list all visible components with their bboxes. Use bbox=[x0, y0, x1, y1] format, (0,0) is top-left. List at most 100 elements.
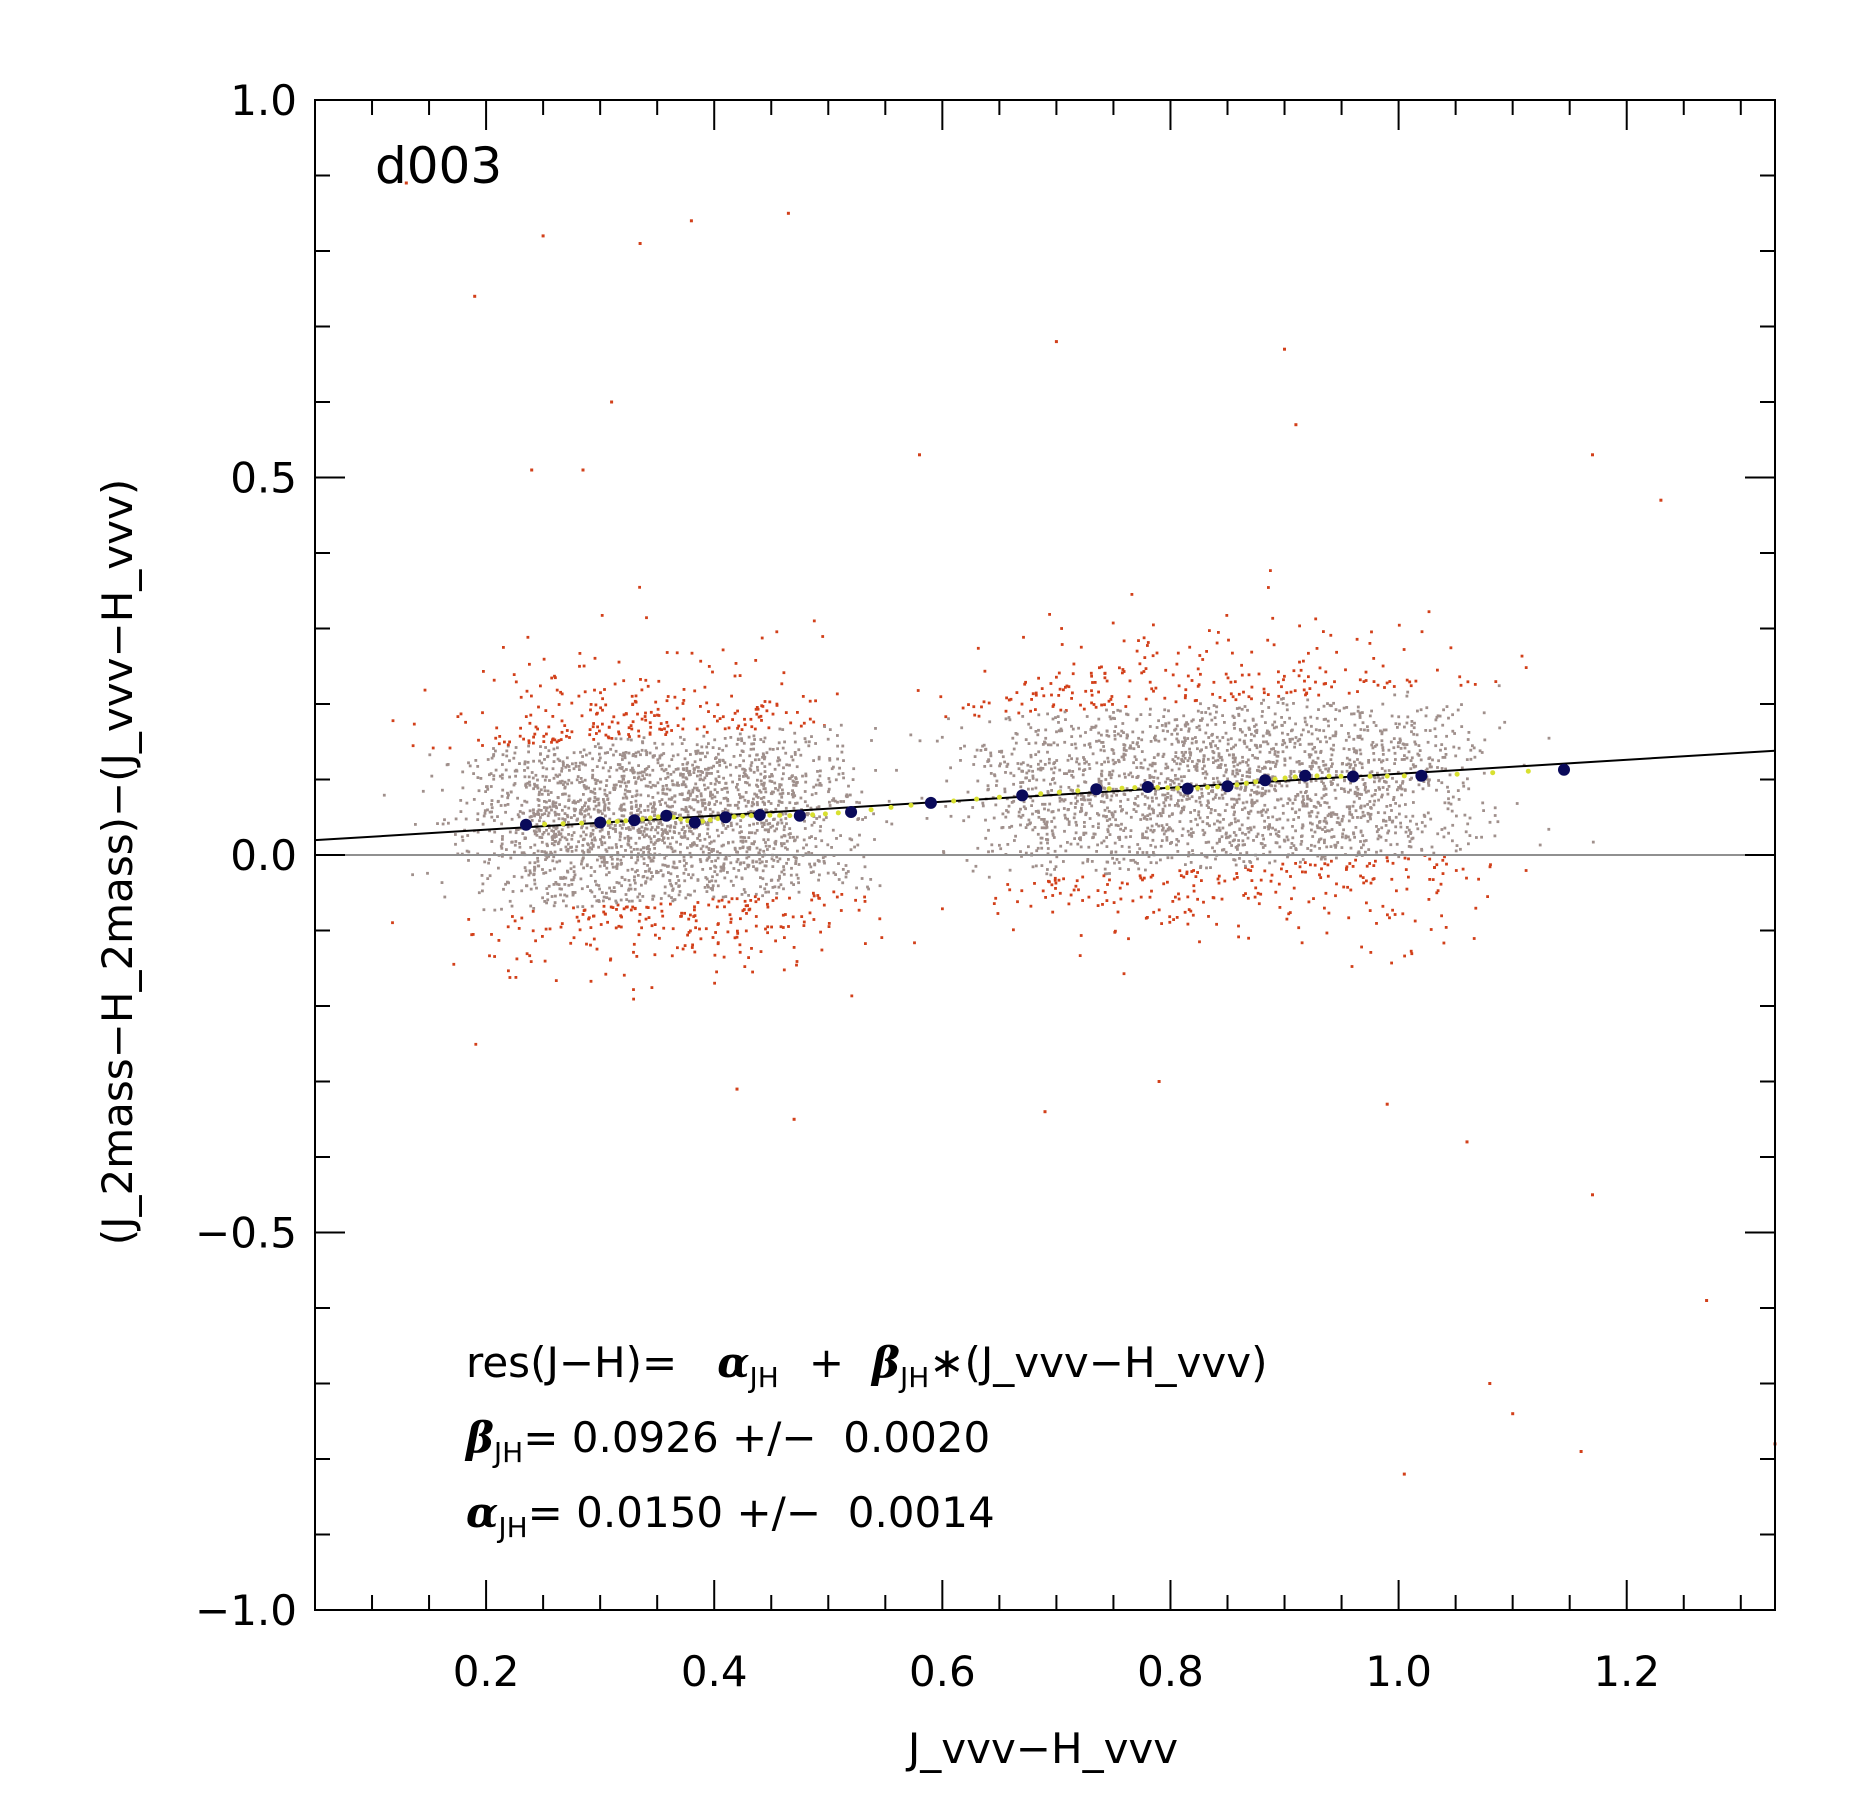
scatter-point-1067 bbox=[523, 769, 526, 772]
scatter-point-773 bbox=[559, 848, 563, 851]
scatter-point-4978 bbox=[1070, 735, 1074, 738]
scatter-point-4370 bbox=[1341, 835, 1344, 839]
scatter-point-3409 bbox=[1202, 740, 1205, 744]
scatter-point-3742 bbox=[1164, 762, 1168, 766]
scatter-point-3200 bbox=[1105, 679, 1109, 683]
scatter-point-107 bbox=[790, 881, 793, 885]
scatter-point-1864 bbox=[699, 773, 702, 777]
scatter-point-1294 bbox=[768, 762, 772, 766]
scatter-point-2766 bbox=[1256, 756, 1259, 760]
scatter-point-3803 bbox=[1247, 830, 1251, 834]
scatter-point-4445 bbox=[1148, 895, 1152, 899]
scatter-point-2593 bbox=[382, 793, 386, 797]
scatter-point-1053 bbox=[696, 837, 699, 840]
scatter-point-1227 bbox=[503, 803, 507, 807]
scatter-point-4829 bbox=[1392, 737, 1396, 740]
scatter-point-3702 bbox=[1186, 829, 1190, 833]
scatter-point-2722 bbox=[1301, 858, 1305, 861]
scatter-point-434 bbox=[706, 820, 710, 824]
scatter-point-3029 bbox=[1278, 817, 1282, 821]
scatter-point-1919 bbox=[723, 727, 727, 731]
scatter-point-2860 bbox=[1034, 691, 1038, 695]
scatter-point-1393 bbox=[670, 847, 674, 851]
scatter-point-1522 bbox=[762, 821, 766, 825]
scatter-point-1520 bbox=[658, 800, 662, 803]
scatter-point-1397 bbox=[570, 883, 574, 886]
scatter-point-4261 bbox=[1433, 866, 1436, 869]
scatter-point-1451 bbox=[692, 915, 696, 918]
scatter-point-176 bbox=[691, 790, 695, 794]
scatter-point-3040 bbox=[1189, 820, 1193, 823]
scatter-point-1831 bbox=[614, 783, 618, 787]
scatter-point-2297 bbox=[794, 859, 798, 863]
scatter-point-1481 bbox=[608, 775, 612, 779]
scatter-point-503 bbox=[591, 776, 594, 780]
scatter-point-2932 bbox=[1179, 728, 1183, 731]
scatter-point-3503 bbox=[1234, 698, 1238, 702]
scatter-point-519 bbox=[743, 836, 747, 840]
scatter-point-1869 bbox=[782, 828, 786, 832]
scatter-point-4912 bbox=[1100, 741, 1103, 744]
scatter-point-3257 bbox=[1456, 708, 1460, 712]
scatter-point-2867 bbox=[1307, 651, 1310, 655]
scatter-point-360 bbox=[760, 782, 764, 786]
scatter-point-3570 bbox=[1150, 824, 1154, 828]
scatter-point-673 bbox=[700, 745, 704, 749]
scatter-point-646 bbox=[599, 780, 603, 784]
scatter-point-1830 bbox=[683, 835, 687, 839]
scatter-point-4138 bbox=[1442, 941, 1446, 945]
scatter-point-1322 bbox=[541, 935, 544, 938]
scatter-point-1529 bbox=[835, 895, 839, 899]
scatter-point-2683 bbox=[1129, 835, 1132, 838]
scatter-point-38 bbox=[599, 706, 602, 710]
scatter-point-2886 bbox=[1285, 835, 1289, 839]
scatter-point-4757 bbox=[916, 689, 920, 692]
scatter-point-4766 bbox=[1318, 666, 1322, 670]
scatter-point-4961 bbox=[1398, 804, 1401, 808]
scatter-point-2439 bbox=[666, 695, 670, 698]
scatter-point-282 bbox=[800, 915, 804, 918]
scatter-point-3997 bbox=[1330, 828, 1334, 831]
scatter-point-457 bbox=[890, 822, 894, 826]
scatter-point-4754 bbox=[1264, 766, 1267, 770]
scatter-point-4382 bbox=[1081, 875, 1085, 879]
scatter-point-1558 bbox=[763, 803, 766, 806]
scatter-point-3517 bbox=[1358, 716, 1362, 719]
scatter-point-1931 bbox=[703, 787, 707, 791]
scatter-point-1471 bbox=[709, 790, 713, 794]
scatter-point-1974 bbox=[633, 878, 636, 882]
scatter-point-2044 bbox=[554, 773, 558, 777]
scatter-point-4310 bbox=[1427, 898, 1431, 901]
scatter-point-1112 bbox=[621, 758, 624, 761]
scatter-point-492 bbox=[716, 719, 719, 723]
scatter-point-118 bbox=[701, 801, 704, 805]
scatter-point-2574 bbox=[636, 858, 640, 862]
scatter-point-1401 bbox=[614, 737, 618, 741]
scatter-point-3799 bbox=[1207, 801, 1210, 805]
scatter-point-642 bbox=[558, 859, 562, 863]
scatter-point-791 bbox=[795, 960, 799, 963]
scatter-point-569 bbox=[539, 684, 542, 688]
scatter-point-1660 bbox=[607, 769, 611, 773]
scatter-point-880 bbox=[744, 839, 748, 843]
scatter-point-1635 bbox=[634, 754, 638, 758]
scatter-point-1819 bbox=[814, 699, 817, 703]
scatter-point-345 bbox=[828, 757, 832, 760]
scatter-point-4156 bbox=[1202, 757, 1206, 761]
scatter-point-4325 bbox=[1142, 876, 1146, 880]
scatter-point-1006 bbox=[645, 773, 648, 777]
scatter-point-2221 bbox=[528, 861, 532, 865]
scatter-point-4335 bbox=[1179, 811, 1183, 815]
scatter-point-4762 bbox=[1347, 762, 1351, 766]
scatter-point-3638 bbox=[1496, 820, 1500, 824]
scatter-point-1516 bbox=[703, 808, 707, 811]
scatter-point-534 bbox=[543, 900, 547, 903]
scatter-point-3045 bbox=[1175, 916, 1179, 919]
scatter-point-4345 bbox=[1275, 841, 1279, 845]
scatter-point-3708 bbox=[1162, 832, 1166, 836]
scatter-point-2677 bbox=[1410, 952, 1414, 956]
scatter-point-2409 bbox=[696, 901, 700, 904]
scatter-point-152 bbox=[654, 700, 658, 704]
scatter-point-1168 bbox=[782, 766, 785, 770]
scatter-point-4535 bbox=[1331, 748, 1335, 752]
